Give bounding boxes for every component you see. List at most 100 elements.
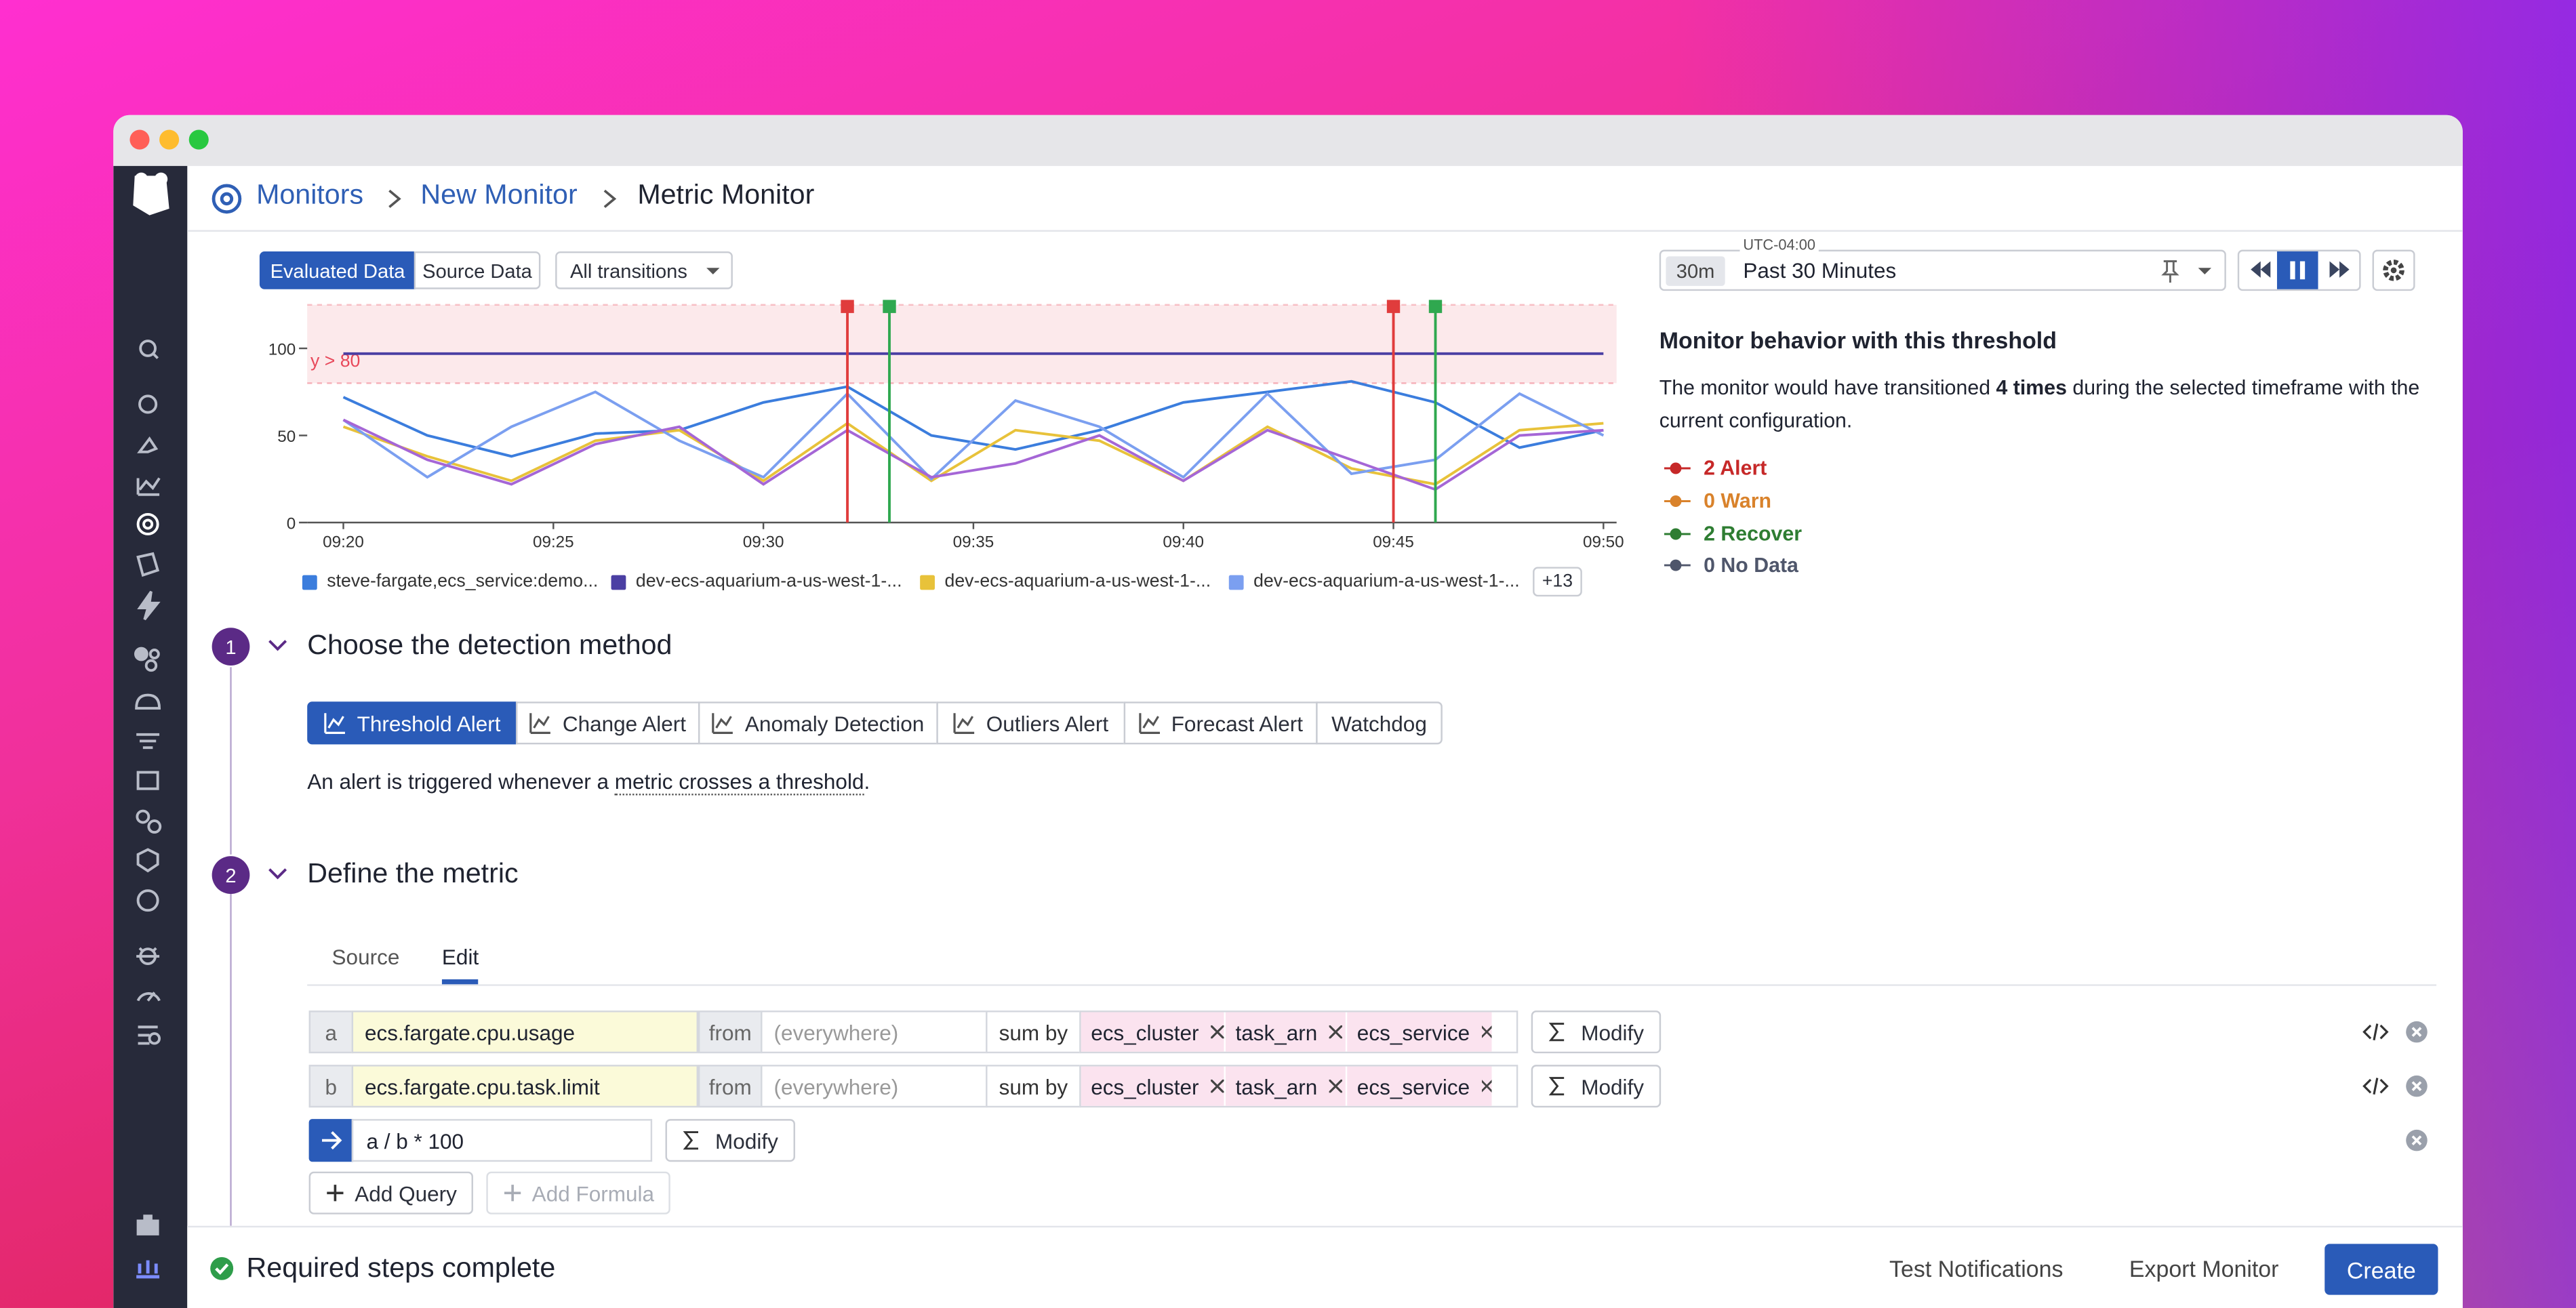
- method-tab[interactable]: Forecast Alert: [1123, 701, 1318, 745]
- nav-icon[interactable]: [136, 1214, 159, 1235]
- legend-more[interactable]: +13: [1533, 567, 1582, 597]
- metric-input[interactable]: ecs.fargate.cpu.usage: [351, 1010, 698, 1054]
- view-tab[interactable]: Source Data: [414, 251, 541, 289]
- time-picker-icons: [2161, 260, 2212, 283]
- transitions-dropdown[interactable]: All transitions: [555, 251, 733, 289]
- nav-icon[interactable]: [136, 477, 161, 496]
- forward-button[interactable]: [2328, 258, 2351, 281]
- remove-button[interactable]: [2405, 1021, 2428, 1044]
- nav-icon[interactable]: [139, 340, 157, 357]
- status-text: Required steps complete: [246, 1252, 556, 1284]
- code-toggle[interactable]: [2362, 1075, 2389, 1098]
- method-description: An alert is triggered whenever a metric …: [307, 769, 870, 796]
- metric-input[interactable]: ecs.fargate.cpu.task.limit: [351, 1065, 698, 1108]
- query-letter: b: [308, 1065, 354, 1108]
- tag-remove[interactable]: [1329, 1025, 1342, 1039]
- method-icon-path: [1139, 713, 1160, 734]
- method-icon-path: [712, 713, 733, 734]
- close-button[interactable]: [129, 129, 150, 150]
- nav-icon[interactable]: [136, 848, 159, 873]
- nav-icon[interactable]: [136, 512, 159, 535]
- nav-icon[interactable]: [137, 590, 161, 621]
- metric-tab[interactable]: Source: [331, 945, 400, 970]
- method-tab[interactable]: Anomaly Detection: [698, 701, 938, 745]
- step-rail: [230, 667, 232, 855]
- tag-label: task_arn: [1235, 1019, 1318, 1044]
- plus-icon: [327, 1185, 344, 1202]
- pause-button[interactable]: [2276, 251, 2318, 289]
- time-picker[interactable]: [1659, 249, 2226, 291]
- remove-button[interactable]: [2405, 1075, 2428, 1098]
- tag-remove[interactable]: [1481, 1025, 1492, 1039]
- legend-item: dev-ecs-aquarium-a-us-west-1-...: [920, 572, 1211, 592]
- code-toggle[interactable]: [2362, 1021, 2389, 1044]
- text: The monitor would have transitioned: [1659, 376, 1996, 400]
- method-tab[interactable]: Watchdog: [1316, 701, 1443, 745]
- method-tab-active[interactable]: Threshold Alert: [307, 701, 518, 745]
- group-by-tag: ecs_cluster: [1081, 1066, 1224, 1106]
- tag-remove[interactable]: [1481, 1079, 1492, 1093]
- rewind-button[interactable]: [2249, 258, 2272, 281]
- aggregation-select[interactable]: sum by: [986, 1010, 1081, 1054]
- tag-label: task_arn: [1235, 1074, 1318, 1099]
- sigma-icon: [1549, 1077, 1565, 1096]
- nav-icon[interactable]: [138, 394, 158, 414]
- aggregation-select[interactable]: sum by: [986, 1065, 1081, 1108]
- group-by-field: [1079, 1065, 1518, 1108]
- collapse-toggle[interactable]: [266, 636, 289, 655]
- nav-icon[interactable]: [136, 733, 160, 750]
- nav-icon[interactable]: [136, 1260, 160, 1279]
- nav-icon[interactable]: [136, 889, 159, 912]
- nav-icon[interactable]: [138, 1025, 158, 1045]
- group-by-tag: task_arn: [1225, 1012, 1346, 1052]
- state-dot: [1664, 495, 1691, 507]
- tag-remove[interactable]: [1329, 1079, 1342, 1093]
- state-row: 2 Alert: [1659, 453, 1767, 483]
- threshold-band: [307, 304, 1617, 384]
- add-query-button[interactable]: Add Query: [308, 1171, 473, 1214]
- sigma-path: [683, 1131, 699, 1150]
- nav-icon[interactable]: [135, 693, 161, 710]
- x-tick-label: 09:40: [1163, 533, 1204, 551]
- group-by-tag: task_arn: [1225, 1066, 1346, 1106]
- state-row: 2 Recover: [1659, 518, 1802, 548]
- method-tab[interactable]: Outliers Alert: [936, 701, 1126, 745]
- view-tab-active[interactable]: Evaluated Data: [259, 251, 416, 289]
- minimize-button[interactable]: [159, 129, 180, 150]
- zoom-button[interactable]: [188, 129, 209, 150]
- method-icon: [530, 713, 551, 734]
- modify-button[interactable]: Modify: [665, 1119, 795, 1162]
- nav-icon[interactable]: [136, 552, 160, 577]
- remove-x: [2411, 1135, 2422, 1146]
- test-notifications-button[interactable]: Test Notifications: [1889, 1255, 2064, 1282]
- modify-button[interactable]: Modify: [1531, 1010, 1662, 1054]
- export-button[interactable]: Export Monitor: [2129, 1255, 2279, 1282]
- sigma-path: [1549, 1077, 1565, 1096]
- glossary-link[interactable]: metric crosses a threshold: [614, 769, 864, 796]
- remove-button[interactable]: [2405, 1129, 2428, 1152]
- metric-tab-active[interactable]: Edit: [441, 945, 479, 985]
- step-rail: [230, 893, 232, 1240]
- nav-icon[interactable]: [136, 771, 159, 790]
- nav-icon[interactable]: [136, 992, 161, 1002]
- tag-remove[interactable]: [1210, 1025, 1224, 1039]
- group-by-tag: ecs_service: [1347, 1012, 1492, 1052]
- logo[interactable]: [133, 172, 169, 216]
- nav-icon[interactable]: [134, 647, 148, 661]
- scope-input[interactable]: (everywhere): [761, 1065, 988, 1108]
- nav-icon[interactable]: [136, 809, 150, 824]
- chart-legend: steve-fargate,ecs_service:demo... dev-ecs…: [302, 567, 1666, 601]
- tag-remove[interactable]: [1210, 1079, 1224, 1093]
- breadcrumb-link[interactable]: Monitors: [256, 179, 364, 211]
- breadcrumb-link[interactable]: New Monitor: [420, 179, 578, 211]
- settings-button[interactable]: [2372, 249, 2415, 291]
- create-button[interactable]: Create: [2325, 1244, 2438, 1295]
- behavior-title: Monitor behavior with this threshold: [1659, 327, 2057, 354]
- collapse-toggle[interactable]: [266, 864, 289, 884]
- scope-input[interactable]: (everywhere): [761, 1010, 988, 1054]
- state-dot-circle: [1670, 462, 1682, 474]
- method-tab[interactable]: Change Alert: [515, 701, 700, 745]
- modify-button[interactable]: Modify: [1531, 1065, 1662, 1108]
- formula-input[interactable]: a / b * 100: [351, 1119, 653, 1162]
- nav-icon[interactable]: [137, 436, 159, 453]
